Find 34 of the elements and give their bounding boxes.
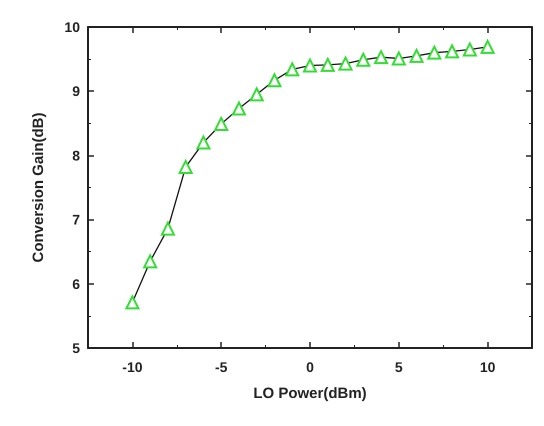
- point: [267, 73, 282, 88]
- point: [410, 48, 424, 63]
- point: [160, 222, 175, 236]
- y-tick-label: 7: [72, 212, 80, 228]
- y-tick-label: 9: [72, 83, 80, 100]
- point: [250, 87, 264, 102]
- point: [143, 254, 158, 268]
- point: [320, 58, 335, 72]
- point: [303, 58, 317, 73]
- point: [196, 136, 210, 150]
- point: [392, 51, 406, 66]
- x-axis-title: LO Power(dBm): [253, 385, 367, 402]
- x-tick-label: 10: [480, 359, 496, 375]
- x-tick-label: -5: [214, 359, 228, 375]
- point: [214, 116, 228, 131]
- y-axis-title: Conversion Gain(dB): [30, 112, 47, 263]
- point: [480, 40, 495, 54]
- point: [125, 295, 140, 310]
- point: [338, 56, 353, 71]
- point: [285, 62, 300, 76]
- x-tick-label: 0: [306, 359, 314, 375]
- point: [445, 44, 460, 58]
- y-tick-label: 10: [64, 19, 80, 35]
- point: [178, 160, 193, 174]
- point: [374, 50, 388, 64]
- point: [427, 46, 442, 60]
- point: [232, 102, 246, 116]
- point: [356, 52, 370, 67]
- x-tick-label: -10: [122, 359, 143, 375]
- y-tick-label: 5: [72, 340, 80, 356]
- y-tick-label: 6: [72, 276, 80, 292]
- x-tick-label: 5: [394, 359, 403, 375]
- y-tick-label: 8: [72, 147, 80, 164]
- point: [462, 42, 477, 56]
